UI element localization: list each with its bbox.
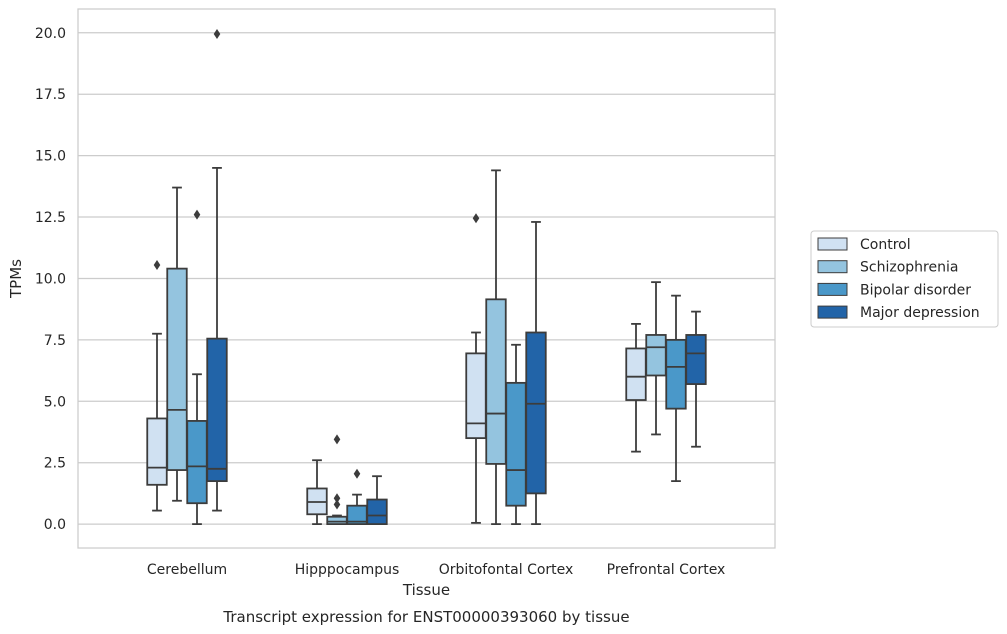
iqr-box — [665, 338, 687, 410]
x-tick-label: Hipppocampus — [295, 562, 400, 578]
flier-point — [213, 29, 221, 40]
box-bipolar-disorder — [346, 468, 368, 525]
legend-label: Control — [860, 237, 911, 253]
legend-label: Bipolar disorder — [860, 282, 971, 298]
legend-swatch — [817, 237, 848, 251]
box-control — [306, 459, 328, 525]
box-schizophrenia — [166, 186, 188, 502]
iqr-box — [326, 515, 348, 526]
iqr-box — [166, 267, 188, 471]
iqr-box — [186, 420, 208, 505]
y-tick-label: 5.0 — [44, 394, 66, 410]
legend-swatch — [817, 305, 848, 319]
legend-frame — [810, 230, 999, 328]
legend-label: Schizophrenia — [860, 260, 958, 276]
iqr-box — [146, 417, 168, 486]
flier-point — [193, 209, 201, 220]
y-tick-label: 20.0 — [35, 26, 66, 42]
box-series — [146, 29, 707, 526]
flier-point — [333, 493, 341, 504]
x-tick-label: Orbitofontal Cortex — [439, 562, 574, 578]
flier-point — [153, 259, 161, 270]
flier-point — [353, 468, 361, 479]
iqr-box — [525, 331, 547, 495]
y-axis-label: TPMs — [7, 259, 25, 299]
iqr-box — [505, 381, 527, 507]
box-bipolar-disorder — [665, 294, 687, 483]
box-major-depression — [525, 221, 547, 525]
iqr-box — [465, 352, 487, 440]
iqr-box — [366, 498, 388, 526]
legend-swatch — [817, 260, 848, 274]
box-major-depression — [685, 310, 707, 448]
y-tick-label: 15.0 — [35, 149, 66, 165]
box-schizophrenia — [485, 169, 507, 525]
flier-point — [333, 434, 341, 445]
plot-frame — [77, 8, 776, 549]
y-tick-label: 12.5 — [35, 210, 66, 226]
iqr-box — [485, 298, 507, 465]
box-control — [465, 213, 487, 524]
legend-label: Major depression — [860, 305, 980, 321]
iqr-box — [645, 334, 667, 377]
box-schizophrenia — [645, 281, 667, 436]
flier-point — [472, 213, 480, 224]
legend: Control Schizophrenia Bipolar disorder Majo… — [810, 230, 999, 328]
y-tick-labels: 0.0 2.5 5.0 7.5 10.0 12.5 15.0 17.5 20.0 — [35, 26, 66, 533]
flier-point — [333, 499, 341, 510]
legend-swatch — [817, 282, 848, 296]
x-tick-label: Prefrontal Cortex — [607, 562, 726, 578]
x-tick-labels: Cerebellum Hipppocampus Orbitofontal Corte… — [147, 562, 725, 578]
y-tick-label: 2.5 — [44, 456, 66, 472]
y-tick-label: 10.0 — [35, 271, 66, 287]
y-tick-label: 17.5 — [35, 87, 66, 103]
box-control — [625, 322, 647, 453]
box-major-depression — [366, 475, 388, 526]
box-major-depression — [206, 29, 228, 512]
chart-caption: Transcript expression for ENST0000039306… — [222, 608, 629, 626]
x-tick-label: Cerebellum — [147, 562, 227, 578]
box-schizophrenia — [326, 434, 348, 526]
x-axis-label: Tissue — [402, 581, 450, 599]
iqr-box — [625, 347, 647, 401]
y-tick-label: 7.5 — [44, 333, 66, 349]
y-tick-label: 0.0 — [44, 517, 66, 533]
iqr-box — [685, 334, 707, 385]
iqr-box — [206, 337, 228, 483]
